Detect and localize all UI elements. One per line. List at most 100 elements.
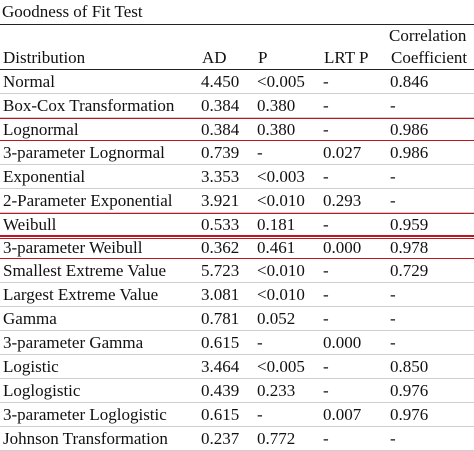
- cell-ad: 4.450: [201, 72, 240, 91]
- cell-p: <0.005: [257, 72, 305, 91]
- cell-lrt-p: -: [323, 357, 329, 376]
- cell-ad: 0.362: [201, 238, 240, 257]
- cell-lrt-p: 0.000: [323, 238, 362, 257]
- cell-lrt-p: -: [323, 381, 329, 400]
- table-row: Lognormal 0.384 0.380 - 0.986: [0, 118, 474, 142]
- cell-distribution: Weibull: [3, 215, 57, 234]
- table-row: Normal 4.450 <0.005- 0.846: [0, 70, 474, 94]
- table-title: Goodness of Fit Test: [2, 2, 143, 21]
- goodness-of-fit-table: Distribution AD P LRT P Coefficient Norm…: [0, 46, 474, 451]
- cell-correlation: -: [390, 309, 396, 328]
- cell-correlation: -: [390, 191, 396, 210]
- table-row: Largest Extreme Value 3.081 <0.010- -: [0, 283, 474, 307]
- cell-p: <0.010: [257, 285, 305, 304]
- cell-p: 0.380: [257, 120, 296, 139]
- cell-p: 0.380: [257, 96, 296, 115]
- cell-distribution: 3-parameter Gamma: [3, 333, 144, 352]
- cell-ad: 0.739: [201, 143, 240, 162]
- cell-distribution: 3-parameter Weibull: [3, 238, 143, 257]
- cell-ad: 3.353: [201, 167, 240, 186]
- cell-correlation: -: [390, 285, 396, 304]
- cell-distribution: Box-Cox Transformation: [3, 96, 175, 115]
- cell-p: 0.461: [257, 238, 296, 257]
- cell-correlation: 0.846: [390, 72, 429, 91]
- table-row: Logistic 3.464 <0.005- 0.850: [0, 355, 474, 379]
- cell-ad: 3.464: [201, 357, 240, 376]
- cell-distribution: Exponential: [3, 167, 86, 186]
- header-ad: AD: [199, 46, 255, 70]
- cell-lrt-p: -: [323, 96, 329, 115]
- header-correlation-coefficient: Coefficient: [388, 46, 474, 70]
- cell-lrt-p: -: [323, 285, 329, 304]
- cell-p: 0.233: [257, 381, 296, 400]
- table-row: 2-Parameter Exponential 3.921 <0.010 0.293 -: [0, 189, 474, 213]
- cell-p: 0.052: [257, 309, 296, 328]
- table-row: Smallest Extreme Value 5.723 <0.010- 0.729: [0, 259, 474, 283]
- header-group-label: Correlation: [389, 26, 467, 45]
- cell-p: 0.772: [257, 429, 296, 448]
- cell-ad: 3.081: [201, 285, 240, 304]
- cell-p: <0.010: [257, 261, 305, 280]
- header-group-row: Correlation: [0, 24, 474, 47]
- cell-ad: 3.921: [201, 191, 240, 210]
- table-body: Normal 4.450 <0.005-0.846 Box-Cox Transform…: [0, 70, 474, 451]
- cell-distribution: Johnson Transformation: [3, 429, 168, 448]
- header-row: Distribution AD P LRT P Coefficient: [0, 46, 474, 70]
- cell-correlation: 0.729: [390, 261, 429, 280]
- cell-p: 0.181: [257, 215, 296, 234]
- cell-ad: 0.439: [201, 381, 240, 400]
- cell-lrt-p: 0.007: [323, 405, 362, 424]
- table-row: 3-parameter Loglogistic 0.615- 0.007 0.976: [0, 403, 474, 427]
- table-row: 3-parameter Lognormal 0.739- 0.027 0.986: [0, 141, 474, 165]
- cell-distribution: Loglogistic: [3, 381, 81, 400]
- cell-correlation: 0.986: [390, 143, 429, 162]
- cell-lrt-p: -: [323, 429, 329, 448]
- cell-ad: 0.384: [201, 96, 240, 115]
- cell-distribution: Smallest Extreme Value: [3, 261, 167, 280]
- cell-lrt-p: -: [323, 72, 329, 91]
- table-row: Exponential 3.353 <0.003- -: [0, 165, 474, 189]
- cell-distribution: Largest Extreme Value: [3, 285, 159, 304]
- header-lrt-p: LRT P: [321, 46, 388, 70]
- table-row: 3-parameter Weibull 0.362 0.461 0.000 0.978: [0, 236, 474, 259]
- cell-distribution: 2-Parameter Exponential: [3, 191, 173, 210]
- cell-p: <0.005: [257, 357, 305, 376]
- cell-lrt-p: 0.000: [323, 333, 362, 352]
- cell-correlation: -: [390, 333, 396, 352]
- cell-distribution: Lognormal: [3, 120, 79, 139]
- cell-distribution: 3-parameter Loglogistic: [3, 405, 167, 424]
- cell-p: <0.010: [257, 191, 305, 210]
- cell-ad: 0.615: [201, 333, 240, 352]
- cell-distribution: Logistic: [3, 357, 59, 376]
- table-row: Weibull 0.533 0.181 - 0.959: [0, 213, 474, 237]
- cell-ad: 0.237: [201, 429, 240, 448]
- cell-lrt-p: -: [323, 309, 329, 328]
- cell-correlation: 0.850: [390, 357, 429, 376]
- cell-ad: 0.533: [201, 215, 240, 234]
- cell-distribution: Gamma: [3, 309, 57, 328]
- cell-ad: 0.781: [201, 309, 240, 328]
- table-row: Loglogistic 0.439 0.233 - 0.976: [0, 379, 474, 403]
- cell-correlation: 0.959: [390, 215, 429, 234]
- cell-p: <0.003: [257, 167, 305, 186]
- cell-distribution: Normal: [3, 72, 55, 91]
- cell-correlation: -: [390, 167, 396, 186]
- cell-lrt-p: -: [323, 167, 329, 186]
- cell-p: -: [257, 333, 263, 352]
- cell-ad: 0.615: [201, 405, 240, 424]
- cell-lrt-p: 0.293: [323, 191, 362, 210]
- header-p: P: [255, 46, 321, 70]
- cell-lrt-p: -: [323, 215, 329, 234]
- cell-ad: 0.384: [201, 120, 240, 139]
- cell-lrt-p: -: [323, 261, 329, 280]
- cell-correlation: 0.978: [390, 238, 429, 257]
- cell-correlation: -: [390, 429, 396, 448]
- cell-ad: 5.723: [201, 261, 240, 280]
- cell-correlation: -: [390, 96, 396, 115]
- cell-correlation: 0.976: [390, 405, 429, 424]
- cell-correlation: 0.986: [390, 120, 429, 139]
- table-row: Gamma 0.781 0.052 - -: [0, 307, 474, 331]
- table-row: 3-parameter Gamma 0.615-0.000-: [0, 331, 474, 355]
- cell-lrt-p: 0.027: [323, 143, 362, 162]
- header-distribution: Distribution: [0, 46, 199, 70]
